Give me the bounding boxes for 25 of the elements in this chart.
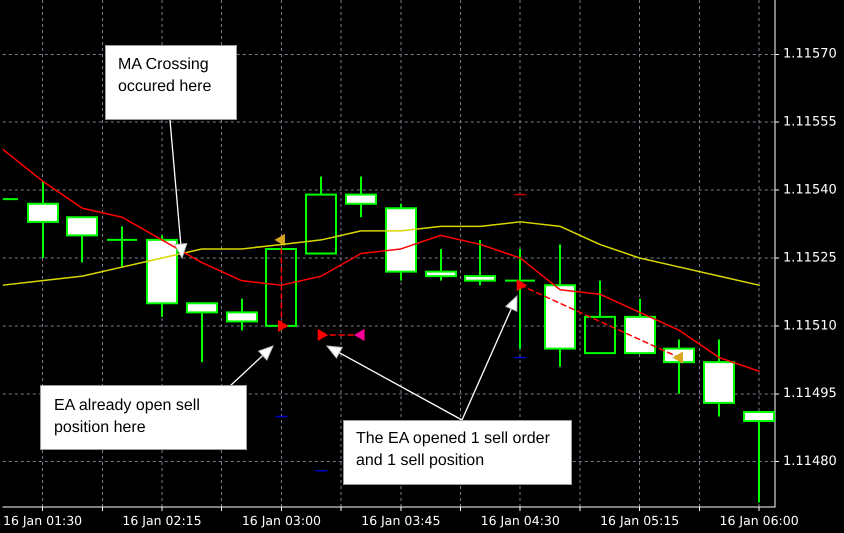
x-tick-label: 16 Jan 03:45 [361,512,440,528]
x-tick-label: 16 Jan 01:30 [2,512,82,528]
x-tick-label: 16 Jan 06:00 [720,512,799,528]
candlestick [106,225,138,268]
y-tick-label: 1.11525 [783,250,837,266]
y-tick-label: 1.11570 [783,46,837,62]
x-tick-label: 16 Jan 05:15 [600,512,680,528]
y-tick-label: 1.11540 [783,182,837,198]
x-tick-label: 16 Jan 03:00 [242,512,322,528]
callout-box: MA Crossing occured here [105,45,237,120]
callout-box: EA already open sell position here [40,385,247,450]
x-tick-label: 16 Jan 04:30 [480,512,560,528]
x-tick-label: 16 Jan 02:15 [122,512,202,528]
y-tick-label: 1.11495 [783,386,837,402]
y-tick-label: 1.11510 [783,318,837,334]
y-tick-label: 1.11555 [783,114,837,130]
annotation: The EA opened 1 sell order [356,429,551,449]
annotation: MA Crossing occured here [118,55,212,97]
annotation: and 1 sell position [356,451,486,471]
callout-box: The EA opened 1 sell order and 1 sell position [343,420,572,485]
candlestick [504,248,536,350]
candlestick [584,280,616,354]
candlestick [305,176,337,254]
annotation: EA already open sell position here [54,396,201,438]
y-tick-label: 1.11480 [783,454,837,470]
